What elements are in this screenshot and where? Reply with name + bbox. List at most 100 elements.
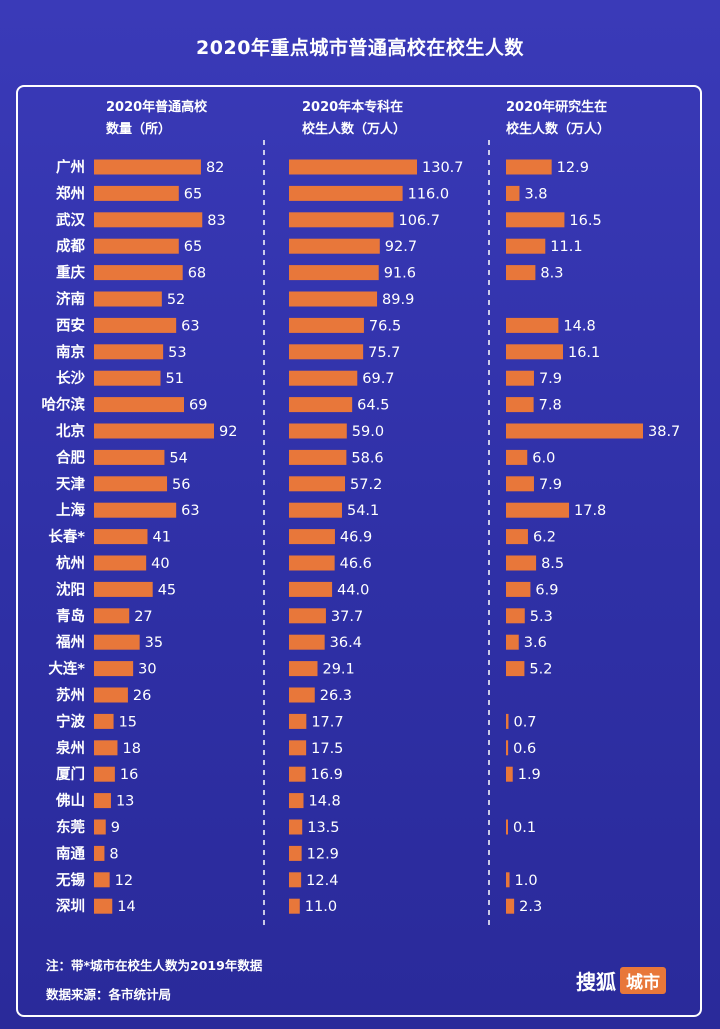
value-label-colleges: 65 xyxy=(184,186,202,202)
value-label-colleges: 53 xyxy=(168,345,186,361)
bar-graduate xyxy=(506,898,515,914)
bar-graduate xyxy=(506,581,531,597)
bar-undergrad xyxy=(289,555,335,571)
bar-graduate xyxy=(506,502,570,518)
value-label-undergrad: 106.7 xyxy=(398,213,440,229)
bar-undergrad xyxy=(289,449,347,465)
value-label-colleges: 18 xyxy=(122,741,140,757)
bar-undergrad xyxy=(289,529,335,545)
bar-undergrad xyxy=(289,740,307,756)
bar-colleges xyxy=(94,845,105,861)
value-label-graduate: 0.6 xyxy=(513,741,536,757)
city-label: 厦门 xyxy=(56,765,85,783)
bar-colleges xyxy=(94,713,114,729)
bar-graduate xyxy=(506,872,510,888)
bar-graduate xyxy=(506,661,525,677)
city-label: 合肥 xyxy=(55,448,85,466)
value-label-graduate: 16.5 xyxy=(569,213,601,229)
bar-undergrad xyxy=(289,793,304,809)
city-label: 杭州 xyxy=(56,554,85,572)
value-label-colleges: 52 xyxy=(167,292,185,308)
bar-undergrad xyxy=(289,344,364,360)
bar-colleges xyxy=(94,344,164,360)
value-label-graduate: 17.8 xyxy=(574,503,606,519)
city-label: 广州 xyxy=(56,158,85,176)
city-label: 武汉 xyxy=(56,211,85,229)
bar-graduate xyxy=(506,397,534,413)
value-label-colleges: 63 xyxy=(181,503,199,519)
bar-undergrad xyxy=(289,661,318,677)
value-label-undergrad: 130.7 xyxy=(422,160,464,176)
bar-graduate xyxy=(506,766,513,782)
value-label-colleges: 35 xyxy=(145,635,163,651)
city-label: 东莞 xyxy=(56,818,85,836)
value-label-colleges: 27 xyxy=(134,609,152,625)
bar-undergrad xyxy=(289,687,315,703)
value-label-undergrad: 69.7 xyxy=(362,371,394,387)
sohu-city-logo: 搜狐 城市 xyxy=(576,966,666,994)
value-label-undergrad: 116.0 xyxy=(408,186,450,202)
city-label: 福州 xyxy=(55,633,85,651)
value-label-undergrad: 44.0 xyxy=(337,582,369,598)
value-label-graduate: 1.0 xyxy=(515,873,538,889)
value-label-undergrad: 76.5 xyxy=(369,318,401,334)
city-label: 长春* xyxy=(48,528,85,546)
value-label-colleges: 68 xyxy=(188,266,206,282)
city-label: 上海 xyxy=(56,501,85,519)
bar-undergrad xyxy=(289,766,306,782)
value-label-graduate: 3.8 xyxy=(524,186,547,202)
bar-colleges xyxy=(94,634,140,650)
bar-graduate xyxy=(506,344,563,360)
footnote-note: 注：带*城市在校生人数为2019年数据 xyxy=(46,958,263,973)
value-label-undergrad: 54.1 xyxy=(347,503,379,519)
value-label-colleges: 45 xyxy=(158,582,176,598)
bar-undergrad xyxy=(289,291,378,307)
bar-undergrad xyxy=(289,608,326,624)
city-label: 郑州 xyxy=(56,184,85,202)
value-label-undergrad: 17.5 xyxy=(311,741,343,757)
city-label: 青岛 xyxy=(56,607,85,625)
value-label-graduate: 1.9 xyxy=(518,767,541,783)
bar-graduate xyxy=(506,423,643,439)
bar-undergrad xyxy=(289,872,302,888)
bar-colleges xyxy=(94,291,162,307)
bar-colleges xyxy=(94,819,106,835)
value-label-undergrad: 11.0 xyxy=(305,899,337,915)
value-label-undergrad: 16.9 xyxy=(311,767,343,783)
value-label-undergrad: 29.1 xyxy=(322,662,354,678)
column-header-undergrad-line1: 2020年本专科在 xyxy=(302,100,404,115)
city-label: 南京 xyxy=(56,343,85,361)
city-label: 长沙 xyxy=(56,369,85,387)
value-label-graduate: 38.7 xyxy=(648,424,680,440)
bar-graduate xyxy=(506,265,536,281)
city-label: 西安 xyxy=(56,316,85,334)
bar-undergrad xyxy=(289,634,325,650)
column-header-colleges: 2020年普通高校 数量（所） xyxy=(106,97,207,141)
value-label-graduate: 5.3 xyxy=(530,609,553,625)
bar-graduate xyxy=(506,159,552,175)
value-label-undergrad: 26.3 xyxy=(320,688,352,704)
value-label-graduate: 8.5 xyxy=(541,556,564,572)
value-label-colleges: 15 xyxy=(119,714,137,730)
bar-colleges xyxy=(94,529,148,545)
value-label-undergrad: 59.0 xyxy=(352,424,384,440)
bar-colleges xyxy=(94,766,115,782)
value-label-undergrad: 57.2 xyxy=(350,477,382,493)
value-label-colleges: 30 xyxy=(138,662,156,678)
bar-colleges xyxy=(94,661,134,677)
bar-colleges xyxy=(94,555,147,571)
bar-colleges xyxy=(94,793,111,809)
value-label-graduate: 11.1 xyxy=(550,239,582,255)
value-label-colleges: 9 xyxy=(111,820,120,836)
value-label-undergrad: 14.8 xyxy=(308,794,340,810)
value-label-graduate: 3.6 xyxy=(524,635,547,651)
value-label-undergrad: 36.4 xyxy=(330,635,362,651)
value-label-undergrad: 37.7 xyxy=(331,609,363,625)
city-label: 北京 xyxy=(56,422,85,440)
footnote-source: 数据来源：各市统计局 xyxy=(46,987,172,1002)
city-label: 泉州 xyxy=(56,739,85,757)
bar-graduate xyxy=(506,634,519,650)
value-label-graduate: 7.8 xyxy=(539,398,562,414)
value-label-undergrad: 12.4 xyxy=(306,873,338,889)
